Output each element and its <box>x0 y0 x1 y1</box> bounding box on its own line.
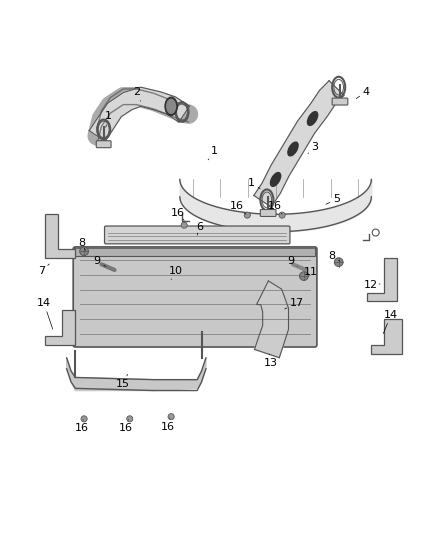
Polygon shape <box>371 319 402 353</box>
FancyBboxPatch shape <box>105 226 290 244</box>
Circle shape <box>168 414 174 419</box>
Polygon shape <box>254 80 344 207</box>
FancyBboxPatch shape <box>74 248 316 256</box>
Text: 4: 4 <box>356 86 370 99</box>
Text: 16: 16 <box>268 200 282 214</box>
Text: 13: 13 <box>263 354 277 368</box>
Text: 8: 8 <box>78 238 85 251</box>
Text: 2: 2 <box>133 87 141 101</box>
Circle shape <box>334 258 343 266</box>
Text: 9: 9 <box>94 256 106 266</box>
Text: 14: 14 <box>383 310 398 334</box>
FancyBboxPatch shape <box>260 209 276 216</box>
Polygon shape <box>254 281 289 358</box>
Text: 7: 7 <box>38 264 49 276</box>
Ellipse shape <box>288 142 298 156</box>
Ellipse shape <box>165 97 177 116</box>
Polygon shape <box>45 214 75 258</box>
Polygon shape <box>367 258 397 301</box>
Polygon shape <box>67 358 206 391</box>
Text: 16: 16 <box>230 200 246 214</box>
Text: 10: 10 <box>169 266 183 279</box>
Text: 16: 16 <box>161 418 175 432</box>
Ellipse shape <box>271 173 281 187</box>
Text: 1: 1 <box>248 178 260 189</box>
Ellipse shape <box>167 99 176 114</box>
Text: 15: 15 <box>115 375 129 389</box>
FancyBboxPatch shape <box>332 98 348 105</box>
Text: 14: 14 <box>37 298 53 329</box>
Text: 16: 16 <box>171 208 185 220</box>
Circle shape <box>81 416 87 422</box>
Text: 17: 17 <box>285 298 304 309</box>
Text: 9: 9 <box>287 256 297 266</box>
Text: 11: 11 <box>304 266 318 277</box>
Text: 16: 16 <box>75 419 89 433</box>
Text: 8: 8 <box>328 251 340 261</box>
Text: 1: 1 <box>105 111 112 127</box>
FancyBboxPatch shape <box>96 141 111 148</box>
Polygon shape <box>45 310 75 345</box>
Text: 12: 12 <box>364 280 380 290</box>
Text: 6: 6 <box>196 222 203 235</box>
Circle shape <box>372 229 379 236</box>
FancyBboxPatch shape <box>73 247 317 347</box>
Text: 16: 16 <box>119 419 133 433</box>
Text: 5: 5 <box>326 194 340 204</box>
Circle shape <box>300 272 308 280</box>
Polygon shape <box>89 87 190 141</box>
Text: 1: 1 <box>208 146 218 160</box>
Circle shape <box>244 212 251 218</box>
Circle shape <box>279 212 285 218</box>
Text: 3: 3 <box>308 142 318 154</box>
Circle shape <box>181 222 187 228</box>
Circle shape <box>127 416 133 422</box>
Circle shape <box>80 247 88 256</box>
Ellipse shape <box>307 111 318 125</box>
